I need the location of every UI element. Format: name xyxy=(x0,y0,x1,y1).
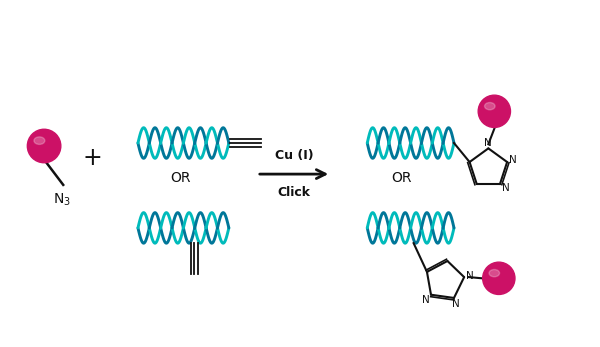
Ellipse shape xyxy=(478,95,511,127)
Ellipse shape xyxy=(482,262,515,295)
Text: +: + xyxy=(82,146,102,170)
Text: OR: OR xyxy=(391,171,412,185)
Ellipse shape xyxy=(34,137,45,144)
Text: N: N xyxy=(502,183,510,193)
Ellipse shape xyxy=(485,102,495,110)
Text: N$_3$: N$_3$ xyxy=(53,192,71,209)
Text: N: N xyxy=(484,138,492,148)
Text: N: N xyxy=(422,295,430,305)
Text: N: N xyxy=(509,155,517,165)
Text: Click: Click xyxy=(278,186,311,199)
Text: Cu (I): Cu (I) xyxy=(275,149,313,162)
Text: N: N xyxy=(466,271,474,281)
Ellipse shape xyxy=(28,129,61,163)
Ellipse shape xyxy=(489,270,500,277)
Text: OR: OR xyxy=(170,171,191,185)
Text: N: N xyxy=(452,299,460,309)
